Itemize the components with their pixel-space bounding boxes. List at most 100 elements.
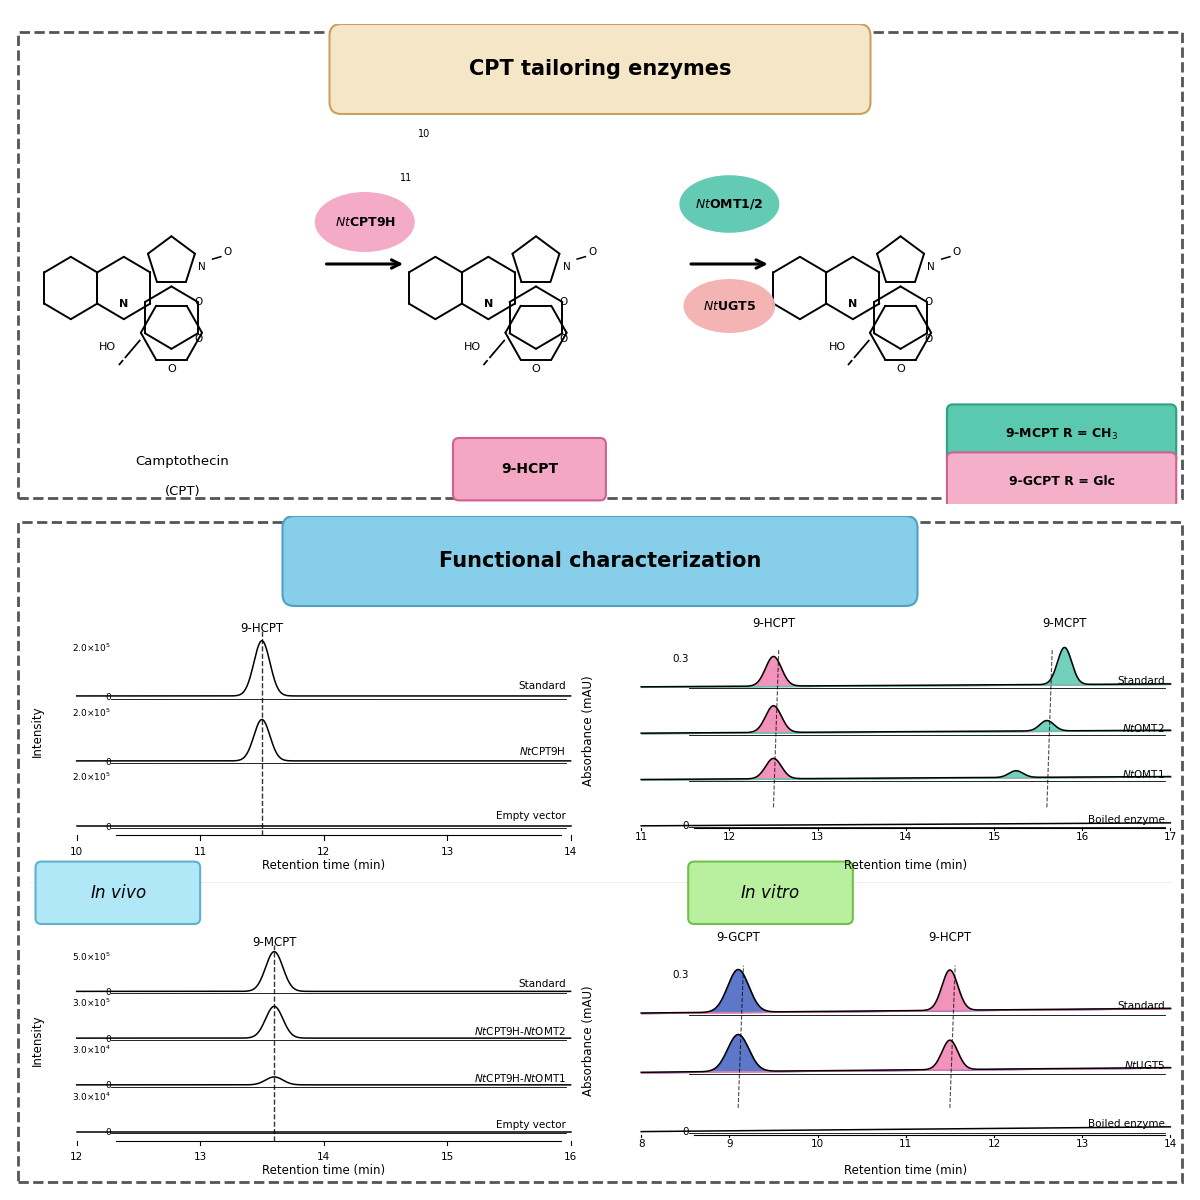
Text: N: N bbox=[198, 263, 206, 272]
Text: 2.0×10$^5$: 2.0×10$^5$ bbox=[72, 772, 112, 784]
Text: OR: OR bbox=[836, 73, 853, 83]
Text: 10: 10 bbox=[418, 130, 430, 139]
Text: 5.0×10$^5$: 5.0×10$^5$ bbox=[72, 950, 112, 962]
Text: 0.3: 0.3 bbox=[672, 654, 689, 664]
Text: Empty vector: Empty vector bbox=[496, 811, 565, 821]
Text: O: O bbox=[223, 247, 232, 257]
Text: 0: 0 bbox=[106, 1081, 112, 1091]
Text: Boiled enzyme: Boiled enzyme bbox=[1088, 815, 1165, 826]
Text: CPT tailoring enzymes: CPT tailoring enzymes bbox=[469, 59, 731, 79]
Text: 9-HCPT: 9-HCPT bbox=[500, 462, 558, 476]
Text: $\it{Nt}$CPT9H-$\it{Nt}$OMT2: $\it{Nt}$CPT9H-$\it{Nt}$OMT2 bbox=[474, 1025, 565, 1037]
Text: HO: HO bbox=[828, 342, 846, 352]
Text: O: O bbox=[559, 334, 568, 343]
Text: 0: 0 bbox=[683, 821, 689, 830]
Text: 3.0×10$^4$: 3.0×10$^4$ bbox=[72, 1091, 112, 1103]
Text: O: O bbox=[924, 298, 932, 307]
Text: Standard: Standard bbox=[1117, 677, 1165, 686]
Text: 17: 17 bbox=[1164, 832, 1177, 842]
Text: 0.3: 0.3 bbox=[672, 970, 689, 980]
Text: 12: 12 bbox=[317, 847, 330, 857]
Text: O: O bbox=[588, 247, 596, 257]
Text: Standard: Standard bbox=[518, 682, 565, 691]
Text: 3.0×10$^4$: 3.0×10$^4$ bbox=[72, 1044, 112, 1056]
Text: 11: 11 bbox=[400, 173, 412, 182]
Text: 0: 0 bbox=[106, 1128, 112, 1138]
Text: 13: 13 bbox=[193, 1152, 206, 1162]
Text: $\it{Nt}$OMT1: $\it{Nt}$OMT1 bbox=[1122, 768, 1165, 780]
Text: Functional characterization: Functional characterization bbox=[439, 551, 761, 571]
Text: N: N bbox=[119, 299, 128, 308]
Text: Intensity: Intensity bbox=[31, 1014, 43, 1067]
Text: 15: 15 bbox=[440, 1152, 454, 1162]
Text: $\it{In\ vivo}$: $\it{In\ vivo}$ bbox=[90, 883, 146, 902]
Text: 9-MCPT: 9-MCPT bbox=[252, 936, 296, 948]
Text: N: N bbox=[484, 299, 493, 308]
Text: 8: 8 bbox=[638, 1139, 644, 1150]
Ellipse shape bbox=[684, 278, 775, 332]
Text: 9-GCPT: 9-GCPT bbox=[716, 931, 760, 944]
Text: 9-GCPT R = Glc: 9-GCPT R = Glc bbox=[1008, 475, 1115, 487]
Text: Empty vector: Empty vector bbox=[496, 1120, 565, 1129]
Text: 12: 12 bbox=[988, 1139, 1001, 1150]
Text: 16: 16 bbox=[1075, 832, 1088, 842]
Text: Retention time (min): Retention time (min) bbox=[262, 1164, 385, 1176]
Text: O: O bbox=[532, 364, 540, 373]
Text: 11: 11 bbox=[899, 1139, 912, 1150]
Text: N: N bbox=[563, 263, 570, 272]
Text: 0: 0 bbox=[106, 1034, 112, 1044]
FancyBboxPatch shape bbox=[689, 862, 853, 924]
Text: 3.0×10$^5$: 3.0×10$^5$ bbox=[72, 997, 112, 1009]
Text: $\it{Nt}$CPT9H: $\it{Nt}$CPT9H bbox=[520, 745, 565, 757]
Text: Absorbance (mAU): Absorbance (mAU) bbox=[582, 676, 595, 786]
Text: 14: 14 bbox=[1164, 1139, 1177, 1150]
FancyBboxPatch shape bbox=[36, 862, 200, 924]
Text: 14: 14 bbox=[899, 832, 912, 842]
Text: 12: 12 bbox=[70, 1152, 83, 1162]
Text: $\it{Nt}$CPT9H: $\it{Nt}$CPT9H bbox=[335, 216, 395, 228]
Text: $\it{In\ vitro}$: $\it{In\ vitro}$ bbox=[740, 883, 800, 902]
Text: 14: 14 bbox=[564, 847, 577, 857]
Text: 0: 0 bbox=[106, 757, 112, 767]
Text: HO: HO bbox=[464, 342, 481, 352]
Text: 9-MCPT: 9-MCPT bbox=[1043, 617, 1087, 630]
FancyBboxPatch shape bbox=[282, 516, 918, 606]
Text: 9-HCPT: 9-HCPT bbox=[929, 931, 972, 944]
Text: O: O bbox=[559, 298, 568, 307]
Text: O: O bbox=[194, 298, 203, 307]
Text: 16: 16 bbox=[564, 1152, 577, 1162]
Text: Camptothecin: Camptothecin bbox=[136, 456, 229, 468]
Text: OH: OH bbox=[468, 73, 485, 83]
Text: O: O bbox=[167, 364, 175, 373]
Text: Retention time (min): Retention time (min) bbox=[844, 1164, 967, 1176]
Text: $\it{Nt}$OMT2: $\it{Nt}$OMT2 bbox=[1122, 721, 1165, 733]
Text: 13: 13 bbox=[1075, 1139, 1088, 1150]
Ellipse shape bbox=[679, 175, 779, 233]
Text: Boiled enzyme: Boiled enzyme bbox=[1088, 1120, 1165, 1129]
Text: 9: 9 bbox=[438, 89, 444, 98]
FancyBboxPatch shape bbox=[454, 438, 606, 500]
Text: $\it{Nt}$UGT5: $\it{Nt}$UGT5 bbox=[1123, 1060, 1165, 1072]
Text: 10: 10 bbox=[70, 847, 83, 857]
Text: O: O bbox=[924, 334, 932, 343]
Text: 13: 13 bbox=[811, 832, 824, 842]
Text: 0: 0 bbox=[683, 1127, 689, 1136]
Text: 9: 9 bbox=[726, 1139, 733, 1150]
FancyBboxPatch shape bbox=[330, 24, 870, 114]
Text: $\it{Nt}$UGT5: $\it{Nt}$UGT5 bbox=[703, 300, 756, 312]
Text: $\it{Nt}$OMT1/2: $\it{Nt}$OMT1/2 bbox=[695, 197, 763, 211]
Text: 2.0×10$^5$: 2.0×10$^5$ bbox=[72, 641, 112, 654]
Text: $\it{Nt}$CPT9H-$\it{Nt}$OMT1: $\it{Nt}$CPT9H-$\it{Nt}$OMT1 bbox=[474, 1072, 565, 1084]
Text: Retention time (min): Retention time (min) bbox=[844, 859, 967, 872]
Text: 10: 10 bbox=[811, 1139, 824, 1150]
Text: 9-MCPT R = CH$_3$: 9-MCPT R = CH$_3$ bbox=[1006, 427, 1118, 442]
Text: Intensity: Intensity bbox=[31, 704, 43, 757]
Text: 0: 0 bbox=[106, 692, 112, 702]
Text: O: O bbox=[194, 334, 203, 343]
Text: 2.0×10$^5$: 2.0×10$^5$ bbox=[72, 706, 112, 719]
Text: 14: 14 bbox=[317, 1152, 330, 1162]
Text: Retention time (min): Retention time (min) bbox=[262, 859, 385, 872]
Text: O: O bbox=[896, 364, 905, 373]
Text: 9-HCPT: 9-HCPT bbox=[240, 622, 283, 635]
Text: 0: 0 bbox=[106, 823, 112, 832]
